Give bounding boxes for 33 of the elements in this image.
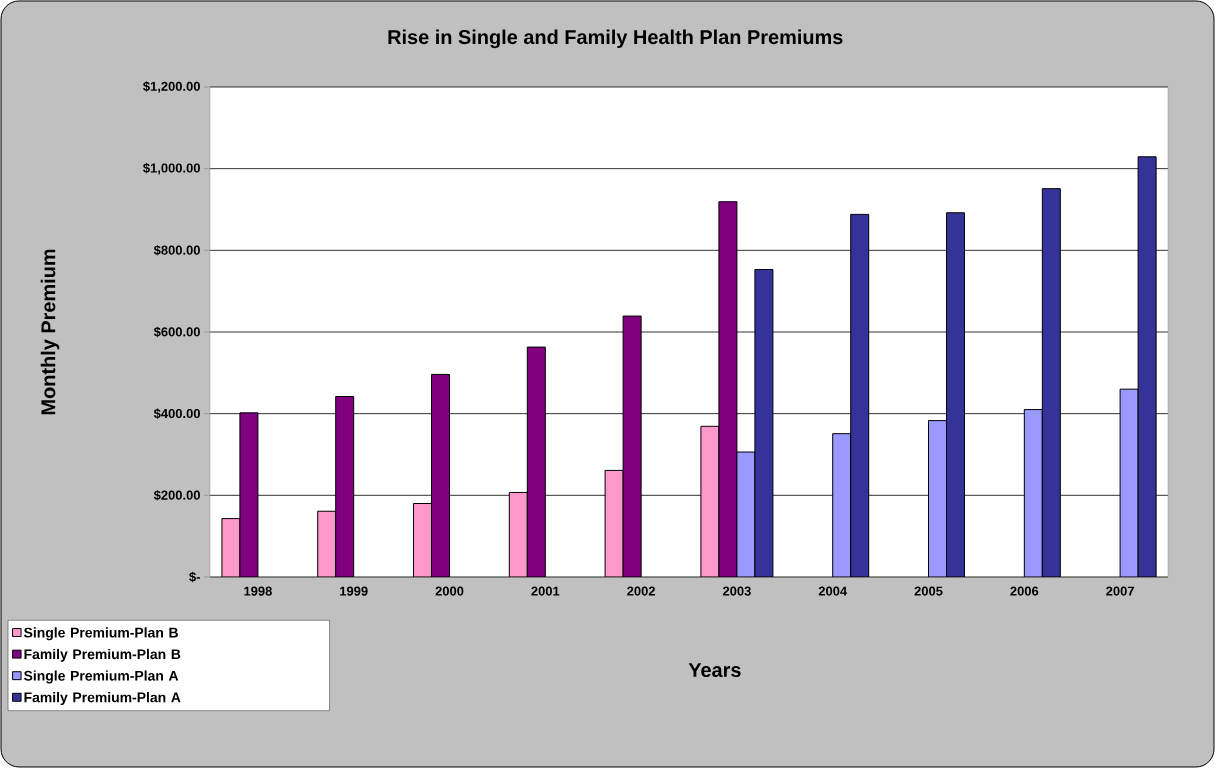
x-axis-title: Years [688, 663, 741, 678]
chart-title: Rise in Single and Family Health Plan Premiums [388, 29, 843, 49]
x-tick-label: 2002 [627, 586, 655, 596]
legend-label: Single Premium-Plan A [23, 670, 179, 684]
x-tick-label: 2007 [1106, 586, 1134, 596]
bar [928, 420, 948, 577]
x-tick-label: 2003 [722, 586, 751, 596]
bar [335, 396, 355, 577]
y-tick-label: $1,000.00 [143, 162, 200, 175]
y-tick-label: $800.00 [153, 245, 200, 256]
bar [317, 510, 337, 577]
bar [413, 502, 433, 577]
bar [832, 433, 852, 577]
bar [431, 373, 451, 577]
x-tick-label: 2000 [435, 586, 464, 596]
x-tick-label: 2006 [1010, 586, 1039, 596]
y-axis-title: Monthly Premium [40, 249, 60, 415]
x-tick-label: 2004 [818, 586, 848, 596]
y-tick-label: $1,200.00 [143, 81, 200, 93]
x-tick-label: 1999 [340, 586, 368, 596]
legend-label: Family Premium-Plan B [24, 648, 181, 662]
y-tick-label: $600.00 [153, 326, 200, 338]
y-tick-label: $200.00 [153, 490, 200, 501]
y-tick-label: $- [189, 571, 200, 583]
bar [508, 491, 528, 577]
legend-label: Single Premium-Plan B [23, 627, 178, 641]
bar [1023, 409, 1043, 577]
legend-label: Family Premium-Plan A [24, 692, 181, 706]
x-tick-label: 2001 [531, 586, 560, 596]
x-tick-label: 1998 [244, 586, 272, 596]
y-tick-label: $400.00 [153, 408, 200, 419]
x-tick-label: 2005 [914, 586, 943, 596]
bar [526, 346, 546, 577]
